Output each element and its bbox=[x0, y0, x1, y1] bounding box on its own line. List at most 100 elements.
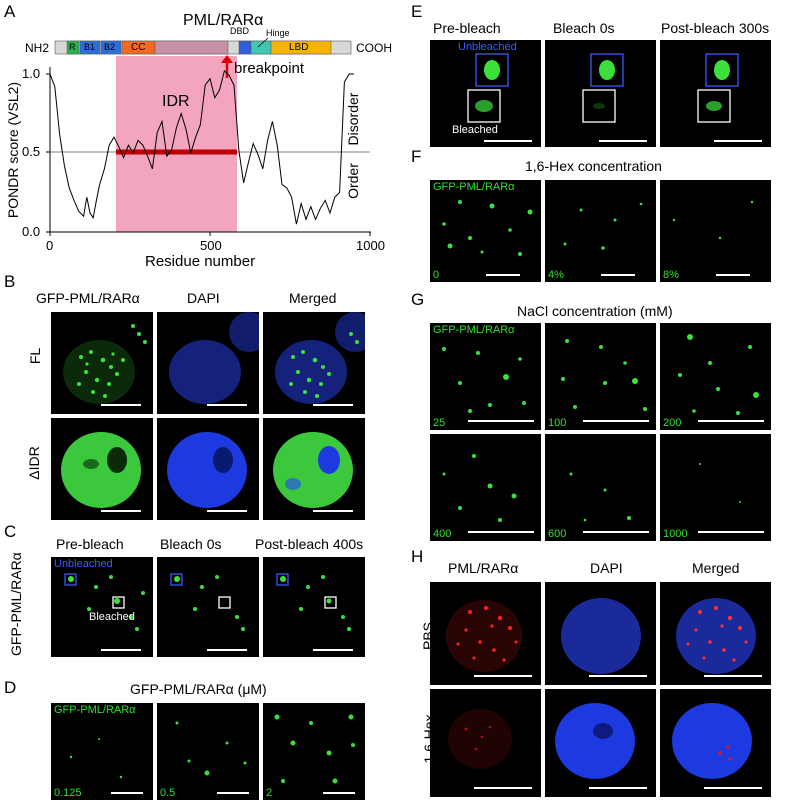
b-didr-dapi-image bbox=[157, 418, 259, 520]
domain-label-lbd: LBD bbox=[289, 42, 309, 53]
panel-label-g: G bbox=[411, 290, 425, 309]
b-col-title-3: Merged bbox=[289, 290, 337, 306]
domain-label-b1: B1 bbox=[84, 42, 96, 52]
domain-lbd bbox=[270, 40, 332, 55]
domain-hinge bbox=[250, 40, 272, 55]
b-didr-merged-image bbox=[263, 418, 365, 520]
xtick-1000: 1000 bbox=[356, 238, 385, 253]
g-image-4: 400 bbox=[430, 434, 541, 541]
h-pbs-merged-image bbox=[660, 582, 771, 685]
g-conc-2: 100 bbox=[548, 417, 567, 429]
f-image-1: GFP-PML/RARα 0 bbox=[430, 180, 541, 282]
domain-label-dbd: DBD bbox=[230, 26, 250, 36]
d-title: GFP-PML/RARα (μM) bbox=[130, 681, 267, 697]
d-image-3: 2 bbox=[263, 703, 365, 800]
ytick-0: 0.0 bbox=[22, 224, 41, 239]
c-col-title-2: Bleach 0s bbox=[160, 536, 222, 552]
domain-label-r: R bbox=[69, 42, 76, 52]
e-postbleach-image bbox=[660, 40, 771, 147]
e-bleach0-image bbox=[545, 40, 656, 147]
g-image-5: 600 bbox=[545, 434, 656, 541]
d-conc-3: 2 bbox=[266, 787, 273, 799]
order-label: Order bbox=[345, 163, 361, 199]
e-prebleach-image: Unbleached Bleached bbox=[430, 40, 541, 147]
g-image-1: GFP-PML/RARα 25 bbox=[430, 323, 541, 430]
g-conc-3: 200 bbox=[663, 417, 682, 429]
f-conc-1: 0 bbox=[433, 269, 440, 281]
hinge-pointer bbox=[257, 37, 269, 48]
b-didr-gfp-image bbox=[51, 418, 153, 520]
d-conc-1: 0.125 bbox=[54, 787, 82, 799]
b-fl-dapi-image bbox=[157, 312, 259, 414]
panel-label-b: B bbox=[4, 272, 16, 291]
protein-title: PML/RARα bbox=[183, 12, 264, 29]
domain-label-hinge: Hinge bbox=[266, 28, 290, 38]
b-fl-gfp-image bbox=[51, 312, 153, 414]
c-bleach0-image bbox=[157, 557, 259, 657]
d-conc-2: 0.5 bbox=[160, 787, 176, 799]
c-unbleached-label: Unbleached bbox=[54, 558, 113, 570]
ytick-05: 0.5 bbox=[22, 144, 41, 159]
domain-middle bbox=[154, 40, 229, 55]
disorder-label: Disorder bbox=[345, 92, 361, 146]
y-axis-label: PONDR score (VSL2) bbox=[5, 81, 21, 219]
b-row-label-fl: FL bbox=[27, 347, 43, 365]
e-unbleached-label: Unbleached bbox=[458, 41, 517, 53]
g-inset-label: GFP-PML/RARα bbox=[433, 324, 515, 336]
xtick-500: 500 bbox=[200, 238, 222, 253]
domain-r bbox=[66, 40, 80, 55]
f-image-3: 8% bbox=[660, 180, 771, 282]
panel-label-c: C bbox=[4, 522, 17, 541]
g-title: NaCl concentration (mM) bbox=[517, 303, 673, 319]
h-hex-dapi-image bbox=[545, 689, 656, 797]
c-col-title-3: Post-bleach 400s bbox=[255, 536, 364, 552]
g-conc-4: 400 bbox=[433, 528, 452, 540]
e-col-title-1: Pre-bleach bbox=[433, 20, 501, 36]
domain-and-disorder-plot bbox=[46, 37, 371, 236]
panel-label-d: D bbox=[4, 678, 17, 697]
f-title: 1,6-Hex concentration bbox=[525, 158, 662, 174]
b-col-title-1: GFP-PML/RARα bbox=[36, 290, 140, 306]
c-prebleach-image: Unbleached Bleached bbox=[51, 557, 153, 657]
nterm-label: NH2 bbox=[25, 41, 50, 55]
g-image-3: 200 bbox=[660, 323, 771, 430]
panel-label-e: E bbox=[411, 2, 423, 21]
f-conc-2: 4% bbox=[548, 269, 564, 281]
b-col-title-2: DAPI bbox=[187, 290, 220, 306]
f-image-2: 4% bbox=[545, 180, 656, 282]
h-col-title-2: DAPI bbox=[590, 560, 623, 576]
g-conc-1: 25 bbox=[433, 417, 446, 429]
h-hex-merged-image bbox=[660, 689, 771, 797]
f-conc-3: 8% bbox=[663, 269, 679, 281]
panel-label-f: F bbox=[411, 147, 422, 166]
e-bleached-label: Bleached bbox=[452, 124, 498, 136]
f-inset-label: GFP-PML/RARα bbox=[433, 181, 515, 193]
h-hex-pml-image bbox=[430, 689, 541, 797]
e-col-title-3: Post-bleach 300s bbox=[661, 20, 770, 36]
c-bleached-label: Bleached bbox=[89, 611, 135, 623]
g-conc-6: 1000 bbox=[663, 528, 688, 540]
domain-b2 bbox=[100, 40, 122, 55]
g-image-6: 1000 bbox=[660, 434, 771, 541]
d-image-2: 0.5 bbox=[157, 703, 259, 800]
b-fl-merged-image bbox=[263, 312, 365, 414]
ytick-1: 1.0 bbox=[22, 66, 41, 81]
xtick-0: 0 bbox=[46, 238, 54, 253]
h-pbs-pml-image bbox=[430, 582, 541, 685]
g-image-2: 100 bbox=[545, 323, 656, 430]
d-inset-label: GFP-PML/RARα bbox=[54, 704, 136, 716]
x-axis-label: Residue number bbox=[145, 253, 256, 270]
domain-b1 bbox=[79, 40, 101, 55]
g-conc-5: 600 bbox=[548, 528, 567, 540]
idr-label: IDR bbox=[162, 93, 190, 110]
domain-label-cc: CC bbox=[131, 42, 146, 53]
c-col-title-1: Pre-bleach bbox=[56, 536, 124, 552]
e-col-title-2: Bleach 0s bbox=[553, 20, 615, 36]
panel-label-a: A bbox=[4, 2, 16, 21]
breakpoint-label: breakpoint bbox=[234, 60, 305, 77]
disorder-curve bbox=[49, 69, 354, 225]
d-image-1: GFP-PML/RARα 0.125 bbox=[51, 703, 153, 800]
h-col-title-3: Merged bbox=[692, 560, 740, 576]
h-col-title-1: PML/RARα bbox=[448, 560, 519, 576]
b-row-label-didr: ΔIDR bbox=[26, 446, 42, 480]
